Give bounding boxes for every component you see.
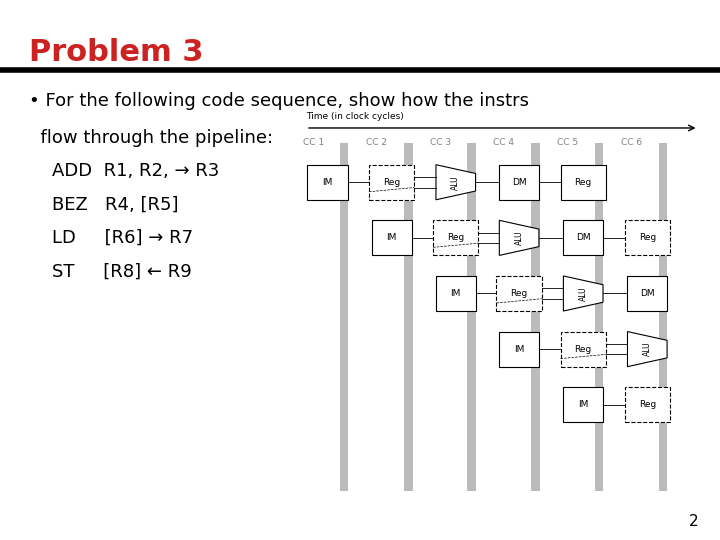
Text: Reg: Reg: [575, 178, 592, 187]
Text: • For the following code sequence, show how the instrs: • For the following code sequence, show …: [29, 92, 528, 110]
Text: Reg: Reg: [510, 289, 528, 298]
Text: IM: IM: [514, 345, 524, 354]
Bar: [625, 220, 670, 255]
Text: IM: IM: [451, 289, 461, 298]
Text: CC 3: CC 3: [430, 138, 451, 147]
Polygon shape: [564, 276, 603, 311]
Text: CC 6: CC 6: [621, 138, 642, 147]
Text: Time (in clock cycles): Time (in clock cycles): [306, 112, 404, 121]
Text: ADD  R1, R2, → R3: ADD R1, R2, → R3: [29, 162, 219, 180]
Bar: [561, 165, 606, 200]
Bar: [499, 165, 539, 200]
Text: CC 5: CC 5: [557, 138, 578, 147]
Bar: [659, 143, 667, 491]
Bar: [625, 387, 670, 422]
Text: DM: DM: [640, 289, 654, 298]
Bar: [595, 143, 603, 491]
Bar: [467, 143, 476, 491]
Text: ALU: ALU: [515, 231, 523, 245]
Text: ALU: ALU: [643, 342, 652, 356]
Bar: [627, 276, 667, 311]
Text: IM: IM: [387, 233, 397, 242]
Bar: [561, 332, 606, 367]
Text: CC 1: CC 1: [302, 138, 324, 147]
Text: Reg: Reg: [639, 233, 656, 242]
Bar: [531, 143, 540, 491]
Text: ST     [R8] ← R9: ST [R8] ← R9: [29, 262, 192, 280]
Text: Reg: Reg: [447, 233, 464, 242]
Bar: [340, 143, 348, 491]
Text: IM: IM: [578, 400, 588, 409]
Text: CC 2: CC 2: [366, 138, 387, 147]
Text: BEZ   R4, [R5]: BEZ R4, [R5]: [29, 195, 179, 213]
Bar: [404, 143, 413, 491]
Text: Reg: Reg: [639, 400, 656, 409]
Bar: [372, 220, 412, 255]
Text: CC 4: CC 4: [493, 138, 515, 147]
Polygon shape: [436, 165, 475, 200]
Text: Reg: Reg: [575, 345, 592, 354]
Text: DM: DM: [512, 178, 526, 187]
Polygon shape: [500, 220, 539, 255]
Text: LD     [R6] → R7: LD [R6] → R7: [29, 229, 193, 247]
Bar: [433, 220, 479, 255]
Text: 2: 2: [689, 514, 698, 529]
Bar: [563, 387, 603, 422]
Text: Reg: Reg: [383, 178, 400, 187]
Bar: [369, 165, 415, 200]
Bar: [499, 332, 539, 367]
Text: ALU: ALU: [451, 175, 460, 190]
Text: flow through the pipeline:: flow through the pipeline:: [29, 129, 273, 146]
Text: ALU: ALU: [579, 286, 588, 301]
Bar: [497, 276, 541, 311]
Text: Problem 3: Problem 3: [29, 38, 203, 67]
Text: IM: IM: [323, 178, 333, 187]
Bar: [307, 165, 348, 200]
Bar: [436, 276, 476, 311]
Bar: [563, 220, 603, 255]
Polygon shape: [628, 332, 667, 367]
Text: DM: DM: [576, 233, 590, 242]
